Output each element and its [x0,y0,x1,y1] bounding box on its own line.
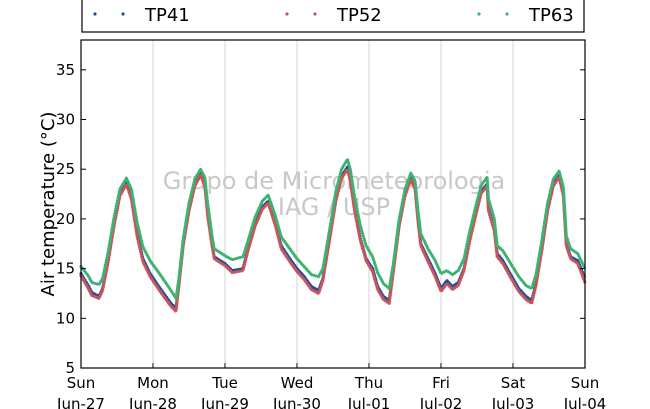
legend-label-tp52: TP52 [336,5,382,26]
x-tick-label-date: Jul-02 [419,395,463,409]
y-tick-label: 10 [56,309,75,327]
y-tick-label: 35 [56,61,75,79]
y-tick-label: 25 [56,160,75,178]
legend-box [81,0,585,33]
series-line-tp52 [79,167,587,313]
plot-frame [80,39,586,369]
x-tick-label-day: Sun [67,374,96,392]
x-tick-label-date: Jul-01 [347,395,391,409]
legend-label-tp63: TP63 [528,5,574,26]
x-tick-label-date: Jul-03 [491,395,535,409]
x-tick-label-date: Jun-29 [200,395,249,409]
x-tick-label-date: Jun-30 [272,395,321,409]
x-tick-label-day: Wed [281,374,314,392]
legend-entry-tp52: TP52 [285,5,382,26]
y-tick-label: 20 [56,210,75,228]
legend-marker-tp41 [121,12,125,16]
x-tick-label-day: Sat [501,374,526,392]
x-tick-label-day: Mon [137,374,169,392]
legend-label-tp41: TP41 [144,5,190,26]
plot-series [79,157,587,313]
y-axis: 5 10 15 20 25 30 35 [56,61,585,377]
legend: TP41 TP52 TP63 [81,0,585,33]
x-tick-label-day: Fri [432,374,450,392]
watermark: Grupo de Micrometeorologia IAG / USP [163,167,505,221]
legend-marker-tp63 [477,12,481,16]
legend-marker-tp41 [93,12,97,16]
x-tick-label-day: Sun [571,374,600,392]
x-tick-label-day: Thu [354,374,383,392]
y-tick-label: 15 [56,260,75,278]
legend-marker-tp52 [285,12,289,16]
legend-entry-tp41: TP41 [93,5,190,26]
x-tick-label-date: Jun-28 [128,395,177,409]
grid-lines [152,40,514,368]
x-axis: Sun Jun-27 Mon Jun-28 Tue Jun-29 Wed Jun-30 Thu J… [56,363,606,409]
y-axis-label: Air temperature (°C) [38,112,59,297]
legend-marker-tp52 [313,12,317,16]
watermark-line-1: Grupo de Micrometeorologia [163,167,505,195]
legend-marker-tp63 [505,12,509,16]
x-tick-label-date: Jun-27 [56,395,105,409]
x-tick-label-day: Tue [211,374,238,392]
y-tick-label: 30 [56,111,75,129]
x-tick-label-date: Jul-04 [563,395,607,409]
series-line-tp63 [79,157,587,300]
legend-entry-tp63: TP63 [477,5,574,26]
y-tick-label: 5 [65,359,75,377]
